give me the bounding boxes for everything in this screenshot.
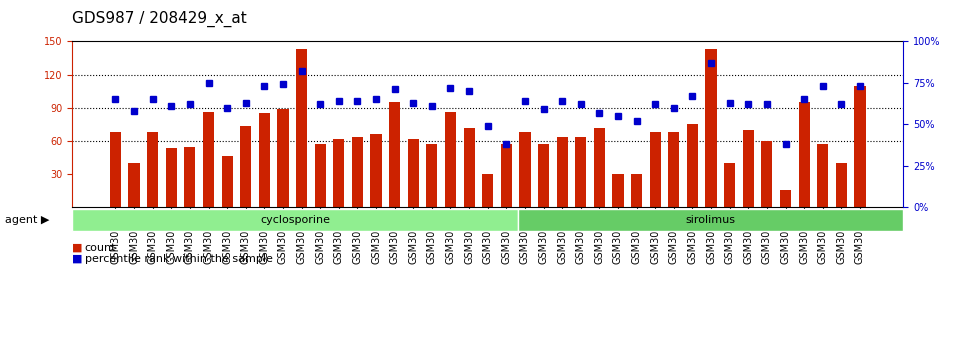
Bar xyxy=(705,49,717,207)
Bar xyxy=(240,126,252,207)
Bar xyxy=(761,141,773,207)
Text: cyclosporine: cyclosporine xyxy=(260,215,330,225)
Bar xyxy=(687,124,698,207)
Bar xyxy=(147,132,159,207)
Text: sirolimus: sirolimus xyxy=(686,215,736,225)
Bar xyxy=(389,102,400,207)
Text: percentile rank within the sample: percentile rank within the sample xyxy=(85,254,272,264)
Text: agent ▶: agent ▶ xyxy=(5,215,49,225)
Text: GDS987 / 208429_x_at: GDS987 / 208429_x_at xyxy=(72,10,247,27)
Bar xyxy=(259,113,270,207)
Bar xyxy=(836,163,847,207)
Bar xyxy=(445,112,456,207)
Bar xyxy=(594,128,605,207)
Bar xyxy=(165,148,177,207)
Bar xyxy=(407,139,419,207)
Bar xyxy=(370,134,382,207)
Bar xyxy=(427,144,437,207)
Bar xyxy=(314,144,326,207)
Bar xyxy=(203,112,214,207)
Text: ■: ■ xyxy=(72,243,83,253)
Bar xyxy=(556,137,568,207)
Text: ■: ■ xyxy=(72,254,83,264)
Bar xyxy=(352,137,363,207)
Bar xyxy=(333,139,344,207)
Bar xyxy=(612,174,624,207)
Bar xyxy=(482,174,493,207)
Bar xyxy=(650,132,661,207)
Bar xyxy=(129,163,139,207)
Bar xyxy=(278,109,288,207)
Bar xyxy=(631,174,642,207)
Bar xyxy=(110,132,121,207)
Bar xyxy=(519,132,530,207)
Bar xyxy=(668,132,679,207)
Bar xyxy=(724,163,735,207)
Text: count: count xyxy=(85,243,116,253)
Bar xyxy=(185,147,195,207)
Bar xyxy=(296,49,308,207)
Bar xyxy=(538,144,549,207)
Bar xyxy=(854,86,866,207)
Bar xyxy=(222,156,233,207)
Bar xyxy=(743,130,753,207)
Bar xyxy=(501,144,512,207)
Bar xyxy=(463,128,475,207)
Bar xyxy=(799,102,810,207)
Bar xyxy=(576,137,586,207)
Bar xyxy=(817,144,828,207)
Bar xyxy=(780,190,791,207)
